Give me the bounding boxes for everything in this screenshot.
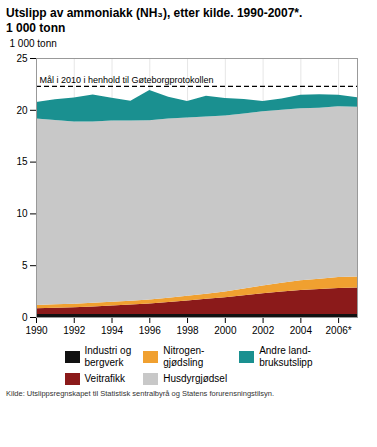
- svg-text:10: 10: [16, 208, 28, 219]
- html-text:Veitrafikk: Veitrafikk: [84, 373, 126, 384]
- svg-text:1992: 1992: [63, 325, 86, 336]
- svg-text:2000: 2000: [214, 325, 237, 336]
- html-text:Nitrogen- gjødsling: Nitrogen- gjødsling: [163, 345, 205, 368]
- html-text:Utslipp av ammoniakk (NH₃), et: Utslipp av ammoniakk (NH₃), etter kilde.…: [6, 6, 303, 20]
- svg-text:1994: 1994: [101, 325, 124, 336]
- html-text:Husdyrgjødsel: Husdyrgjødsel: [163, 373, 228, 384]
- html-text:Andre land- bruksutslipp: Andre land- bruksutslipp: [259, 345, 313, 368]
- svg-text:1998: 1998: [176, 325, 199, 336]
- svg-text:0: 0: [22, 312, 28, 323]
- svg-text:1996: 1996: [139, 325, 162, 336]
- svg-text:20: 20: [16, 105, 28, 116]
- svg-text:2004: 2004: [290, 325, 313, 336]
- svg-text:25: 25: [16, 53, 28, 64]
- svg-text:1 000 tonn: 1 000 tonn: [10, 38, 57, 49]
- svg-text:2002: 2002: [252, 325, 275, 336]
- svg-text:1990: 1990: [25, 325, 48, 336]
- svg-text:5: 5: [22, 260, 28, 271]
- svg-text:Mål i 2010 i henhold til Gøteb: Mål i 2010 i henhold til Gøteborgprotoko…: [40, 75, 214, 85]
- svg-text:2006*: 2006*: [326, 325, 352, 336]
- svg-text:15: 15: [16, 156, 28, 167]
- html-text:1 000 tonn: 1 000 tonn: [6, 21, 66, 35]
- html-text:Industri og bergverk: Industri og bergverk: [84, 345, 132, 368]
- html-text:Kilde: Utslippsregnskapet til: Kilde: Utslippsregnskapet til Statistisk…: [6, 389, 274, 398]
